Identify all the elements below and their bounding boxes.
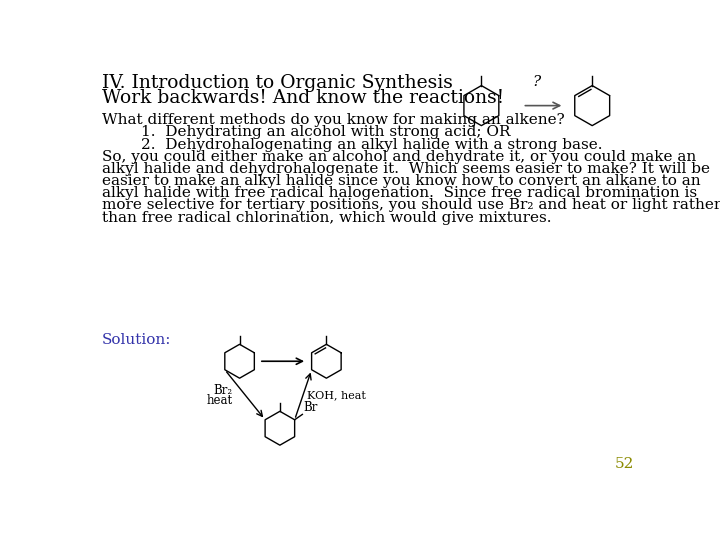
Text: easier to make an alkyl halide since you know how to convert an alkane to an: easier to make an alkyl halide since you… [102,174,701,188]
Text: more selective for tertiary positions, you should use Br₂ and heat or light rath: more selective for tertiary positions, y… [102,199,720,212]
Text: 1.  Dehydrating an alcohol with strong acid; OR: 1. Dehydrating an alcohol with strong ac… [102,125,510,139]
Text: Br: Br [303,401,318,414]
Text: 52: 52 [615,457,634,471]
Text: alkyl halide and dehydrohalogenate it.  Which seems easier to make? It will be: alkyl halide and dehydrohalogenate it. W… [102,162,710,176]
Text: than free radical chlorination, which would give mixtures.: than free radical chlorination, which wo… [102,211,551,225]
Text: What different methods do you know for making an alkene?: What different methods do you know for m… [102,113,564,127]
Text: 2.  Dehydrohalogenating an alkyl halide with a strong base.: 2. Dehydrohalogenating an alkyl halide w… [102,138,602,152]
Text: IV. Introduction to Organic Synthesis: IV. Introduction to Organic Synthesis [102,74,452,92]
Text: heat: heat [207,394,233,407]
Text: Work backwards! And know the reactions!: Work backwards! And know the reactions! [102,89,504,107]
Text: ?: ? [532,76,541,90]
Text: So, you could either make an alcohol and dehydrate it, or you could make an: So, you could either make an alcohol and… [102,150,696,164]
Text: KOH, heat: KOH, heat [307,390,366,400]
Text: Br₂: Br₂ [213,384,233,397]
Text: alkyl halide with free radical halogenation.  Since free radical bromination is: alkyl halide with free radical halogenat… [102,186,697,200]
Text: Solution:: Solution: [102,333,171,347]
